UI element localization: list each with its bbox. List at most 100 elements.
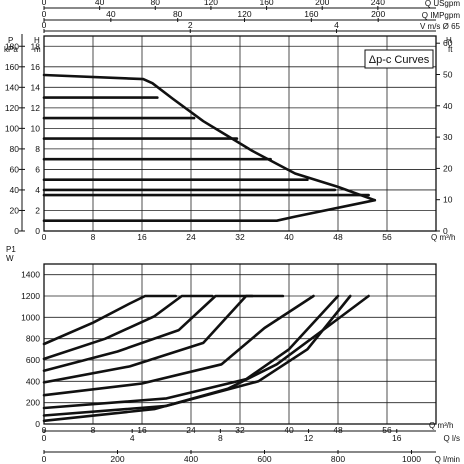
top-axis-tick-label: 200 xyxy=(315,0,329,7)
top-axis-tick-label: 2 xyxy=(188,20,193,30)
power-curves-chart: 0200400600800100012001400P1W081624324048… xyxy=(6,245,460,464)
tick-label-p1: 800 xyxy=(26,334,40,344)
tick-label-h: 16 xyxy=(31,62,41,72)
bottom-axis-tick-label: 4 xyxy=(130,433,135,443)
tick-label-ft: 20 xyxy=(443,163,453,173)
tick-label-p: 0 xyxy=(14,226,19,236)
bottom-axis-tick-label: 0 xyxy=(42,433,47,443)
axis-label-ft-h: H xyxy=(446,36,452,45)
tick-label-p1: 200 xyxy=(26,398,40,408)
axis-unit-ft: ft xyxy=(448,45,453,54)
tick-label-h: 0 xyxy=(35,226,40,236)
tick-label-p1: 1400 xyxy=(21,270,40,280)
top-axis-tick-label: 80 xyxy=(173,9,183,19)
power-curve-1 xyxy=(42,294,177,346)
axis-label-p1: P1 xyxy=(6,245,16,254)
tick-label-p: 100 xyxy=(5,123,19,133)
tick-label-p: 180 xyxy=(5,41,19,51)
axis-label-p: P xyxy=(8,36,13,45)
tick-label-h: 10 xyxy=(31,123,41,133)
plot-frame xyxy=(43,35,437,232)
tick-label-p: 140 xyxy=(5,82,19,92)
legend-box xyxy=(364,49,434,69)
bottom-axis-tick-label: 12 xyxy=(304,433,314,443)
tick-label-ft: 40 xyxy=(443,101,453,111)
tick-label-q: 56 xyxy=(382,425,392,435)
top-axis-tick-label: 0 xyxy=(42,9,47,19)
bottom-axis-tick-label: 800 xyxy=(331,454,345,464)
top-axis-label: Q IMPgpm xyxy=(422,11,461,20)
tick-label-h: 8 xyxy=(35,144,40,154)
tick-label-h: 12 xyxy=(31,103,41,113)
bottom-axis-tick-label: 0 xyxy=(42,454,47,464)
top-axis-tick-label: 40 xyxy=(106,9,116,19)
tick-label-q: 40 xyxy=(284,232,294,242)
tick-label-q: 24 xyxy=(186,232,196,242)
bottom-axis-label: Q l/s xyxy=(444,434,460,443)
tick-label-p1: 400 xyxy=(26,376,40,386)
power-curve-2 xyxy=(42,294,214,361)
tick-label-p: 20 xyxy=(10,205,20,215)
tick-label-ft: 0 xyxy=(443,226,448,236)
tick-label-p1: 600 xyxy=(26,355,40,365)
tick-label-ft: 10 xyxy=(443,195,453,205)
tick-label-p: 60 xyxy=(10,164,20,174)
tick-label-q: 8 xyxy=(91,232,96,242)
top-axis-tick-label: 240 xyxy=(371,0,385,7)
tick-label-q: 16 xyxy=(137,232,147,242)
top-axis-tick-label: 4 xyxy=(334,20,339,30)
axis-label-q: Q m³/h xyxy=(431,233,455,242)
top-axis-tick-label: 160 xyxy=(259,0,273,7)
top-axis-tick-label: 120 xyxy=(237,9,251,19)
tick-label-h: 14 xyxy=(31,82,41,92)
axis-unit-m: m xyxy=(34,45,41,54)
tick-label-ft: 30 xyxy=(443,132,453,142)
top-axis-tick-label: 120 xyxy=(204,0,218,7)
axis-label-h: H xyxy=(34,36,40,45)
top-axis-tick-label: 0 xyxy=(42,20,47,30)
bottom-axis-tick-label: 16 xyxy=(392,433,402,443)
legend-label: Δp-c Curves xyxy=(369,54,430,66)
power-curve-5 xyxy=(42,294,315,397)
power-curve-8 xyxy=(42,294,370,423)
bottom-axis-tick-label: 200 xyxy=(110,454,124,464)
tick-label-q: 24 xyxy=(186,425,196,435)
tick-label-q: 56 xyxy=(382,232,392,242)
tick-label-q: 32 xyxy=(235,232,245,242)
tick-label-q: 48 xyxy=(333,232,343,242)
bottom-axis-tick-label: 8 xyxy=(218,433,223,443)
tick-label-q: 40 xyxy=(284,425,294,435)
tick-label-p1: 0 xyxy=(35,419,40,429)
tick-label-q: 32 xyxy=(235,425,245,435)
top-axis-tick-label: 0 xyxy=(42,0,47,7)
head-curve-9 xyxy=(42,198,377,222)
top-axis-tick-label: 160 xyxy=(304,9,318,19)
tick-label-h: 2 xyxy=(35,205,40,215)
head-curves-chart: 024681012141618020406080100120140160180P… xyxy=(4,0,461,242)
tick-label-q: 0 xyxy=(42,232,47,242)
top-axis-tick-label: 80 xyxy=(151,0,161,7)
bottom-axis-label: Q l/min xyxy=(435,455,460,464)
tick-label-h: 6 xyxy=(35,164,40,174)
tick-label-q: 48 xyxy=(333,425,343,435)
tick-label-h: 18 xyxy=(31,41,41,51)
bottom-axis-tick-label: 1000 xyxy=(402,454,421,464)
power-curve-3 xyxy=(42,294,254,372)
top-axis-label: V m/s Ø 65 xyxy=(420,22,461,31)
tick-label-h: 4 xyxy=(35,185,40,195)
axis-unit-kpa: kPa xyxy=(4,45,18,54)
tick-label-p1: 1200 xyxy=(21,291,40,301)
tick-label-q: 8 xyxy=(91,425,96,435)
power-curve-4 xyxy=(42,294,285,384)
axis-label-q: Q m³/h xyxy=(429,421,453,430)
top-axis-tick-label: 40 xyxy=(95,0,105,7)
axis-unit-w: W xyxy=(6,254,14,263)
tick-label-p1: 1000 xyxy=(21,312,40,322)
tick-label-p: 40 xyxy=(10,185,20,195)
head-curve-1 xyxy=(42,73,377,202)
top-axis-tick-label: 200 xyxy=(371,9,385,19)
bottom-axis-tick-label: 400 xyxy=(184,454,198,464)
tick-label-p: 80 xyxy=(10,144,20,154)
tick-label-q: 16 xyxy=(137,425,147,435)
